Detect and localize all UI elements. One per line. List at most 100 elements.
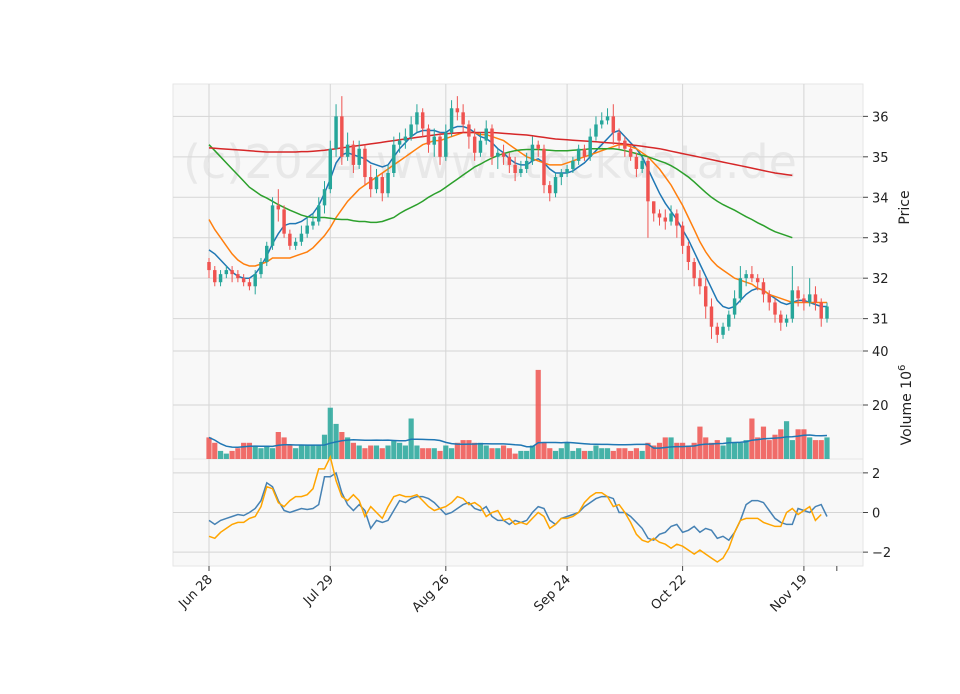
candle-body — [403, 136, 408, 141]
price-axis-label: Price — [897, 190, 913, 224]
volume-bar — [599, 448, 605, 459]
volume-bar — [327, 407, 333, 459]
x-tick-label: Oct 22 — [648, 572, 689, 613]
candle-body — [357, 148, 361, 165]
volume-bar — [495, 448, 501, 459]
volume-bar — [789, 440, 795, 459]
volume-bar — [581, 450, 588, 459]
candle-body — [646, 160, 650, 202]
volume-bar — [385, 445, 391, 459]
candle-body — [825, 306, 829, 319]
volume-bar — [795, 429, 801, 459]
volume-bar — [310, 445, 316, 459]
candle-body — [213, 270, 217, 283]
candle-body — [669, 213, 673, 222]
candle-body — [380, 177, 385, 194]
candle-body — [478, 140, 483, 153]
candle-body — [663, 217, 668, 222]
volume-bar — [610, 450, 616, 459]
candle-body — [340, 116, 344, 157]
candle-body — [259, 262, 263, 275]
candle-body — [276, 205, 281, 210]
watermark-text: (c)2024 www.stockdata.de — [183, 135, 797, 189]
candle-body — [386, 173, 390, 194]
candle-body — [553, 177, 558, 194]
candle-body — [467, 124, 471, 137]
candle-body — [565, 168, 569, 173]
price-y-tick-label: 35 — [872, 151, 889, 166]
volume-bar — [622, 448, 628, 459]
osc-y-tick-label: 2 — [872, 467, 880, 482]
volume-average-line — [208, 434, 828, 449]
volume-bar — [391, 440, 397, 459]
volume-bar — [783, 421, 790, 459]
candle-body — [507, 156, 512, 165]
volume-bar — [241, 442, 247, 459]
volume-bar — [454, 442, 460, 459]
candle-body — [345, 144, 350, 157]
candle-body — [617, 132, 621, 141]
volume-bar — [593, 445, 599, 459]
volume-bar — [472, 442, 478, 459]
volume-bar — [489, 448, 495, 459]
candle-body — [218, 274, 223, 283]
volume-bar — [506, 448, 512, 459]
volume-bar — [350, 442, 356, 459]
candle-body — [374, 177, 379, 190]
candle-body — [530, 144, 535, 161]
volume-bar — [587, 450, 593, 459]
volume-bar — [714, 440, 720, 459]
candle-body — [686, 245, 691, 262]
candle-body — [611, 116, 616, 133]
volume-bar — [252, 445, 258, 459]
volume-bar — [685, 445, 691, 459]
volume-bar — [235, 448, 241, 459]
volume-bar — [437, 450, 443, 459]
volume-bar — [703, 437, 709, 459]
moving-average-line-sma_long — [208, 144, 793, 239]
volume-bar — [293, 448, 299, 459]
x-tick-label: Sep 24 — [531, 572, 574, 615]
candle-body — [265, 245, 269, 262]
volume-bar — [639, 450, 645, 459]
candle-body — [449, 108, 454, 133]
volume-bar — [772, 434, 778, 459]
volume-bar — [396, 442, 403, 459]
volume-bar — [766, 440, 772, 459]
moving-average-line-sma_very_long — [208, 131, 793, 177]
candle-body — [241, 278, 246, 283]
volume-bar — [379, 448, 385, 459]
candle-body — [542, 148, 546, 186]
candle-body — [628, 148, 633, 157]
volume-bar — [743, 440, 749, 459]
candle-body — [559, 173, 564, 178]
volume-bar — [362, 448, 368, 459]
volume-bar — [541, 442, 547, 459]
volume-bar — [691, 442, 697, 459]
candle-body — [311, 221, 315, 226]
volume-bar — [229, 450, 235, 459]
candle-body — [802, 298, 806, 303]
candle-body — [455, 108, 460, 113]
volume-bar — [731, 442, 738, 459]
candle-body — [334, 116, 338, 149]
oscillator-line-1 — [208, 471, 828, 542]
candle-body — [282, 209, 286, 234]
candle-body — [623, 140, 627, 149]
volume-bar — [466, 440, 472, 459]
candle-body — [727, 314, 731, 327]
candle-body — [444, 132, 448, 157]
volume-bar — [628, 450, 634, 459]
candle-body — [409, 124, 413, 137]
candle-body — [363, 148, 367, 178]
moving-average-line-sma_short — [208, 125, 827, 310]
candle-body — [571, 160, 575, 169]
volume-y-tick-label: 20 — [872, 399, 889, 414]
volume-bar — [269, 448, 276, 459]
candle-body — [819, 302, 823, 319]
candle-body — [368, 177, 373, 190]
candle-body — [576, 148, 581, 161]
volume-bar — [483, 445, 489, 459]
